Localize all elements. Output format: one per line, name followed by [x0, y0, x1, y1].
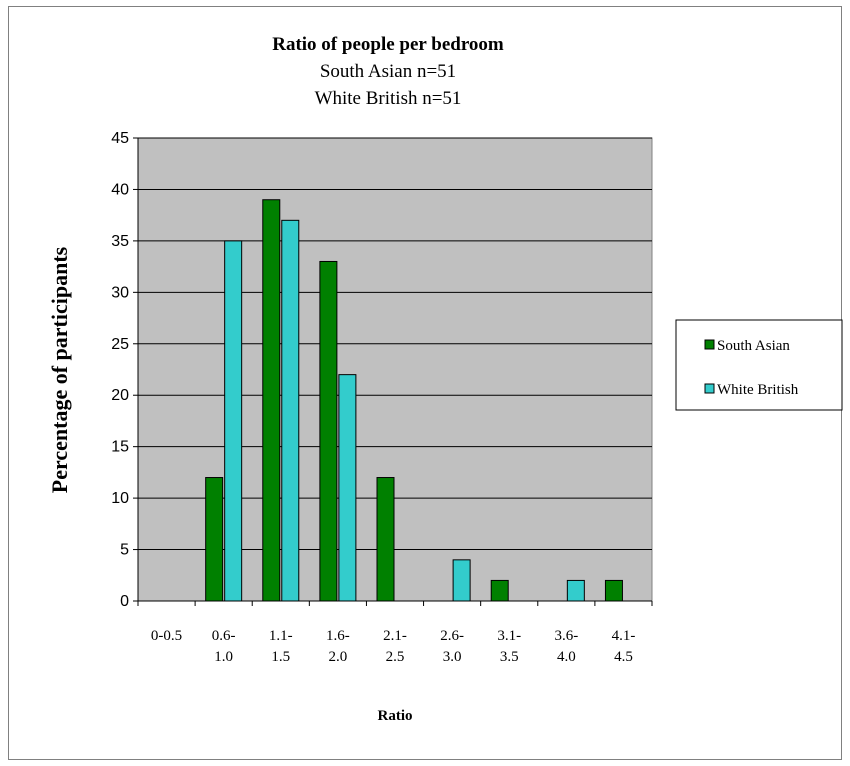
y-tick-label-8: 40 — [111, 181, 129, 198]
legend-label-south-asian: South Asian — [717, 338, 790, 354]
bar-south-asian-8 — [604, 579, 623, 602]
bar-south-asian-2 — [262, 199, 281, 602]
x-category-label-1-line-1: 1.0 — [214, 649, 233, 665]
bar-white-british-5 — [452, 559, 471, 602]
legend-swatch-south-asian — [704, 339, 715, 350]
y-tick-label-2: 10 — [111, 490, 129, 507]
bar-south-asian-1 — [205, 477, 224, 602]
y-tick-label-9: 45 — [111, 130, 129, 147]
x-category-label-2-line-0: 1.1- — [269, 628, 293, 644]
x-category-label-7-line-0: 3.6- — [554, 628, 578, 644]
x-category-label-3-line-1: 2.0 — [329, 649, 348, 665]
chart-title: Ratio of people per bedroom — [272, 34, 504, 55]
bar-south-asian-4 — [376, 477, 395, 602]
plot-area — [137, 137, 653, 602]
x-axis-label: Ratio — [378, 708, 413, 724]
y-tick-label-1: 5 — [120, 542, 129, 559]
x-category-label-3-line-0: 1.6- — [326, 628, 350, 644]
chart-subtitle-1: South Asian n=51 — [320, 61, 456, 82]
y-axis-label: Percentage of participants — [47, 246, 72, 493]
x-category-label-8-line-1: 4.5 — [614, 649, 633, 665]
y-tick-label-7: 35 — [111, 233, 129, 250]
legend: South Asian White British — [675, 319, 843, 411]
y-tick-label-4: 20 — [111, 387, 129, 404]
x-category-label-5-line-1: 3.0 — [443, 649, 462, 665]
y-tick-labels: 0 5 10 15 20 25 30 35 40 45 — [111, 130, 129, 610]
y-tick-label-0: 0 — [120, 593, 129, 610]
y-tick-label-6: 30 — [111, 284, 129, 301]
x-category-label-1-line-0: 0.6- — [212, 628, 236, 644]
x-category-labels: 0-0.5 0.6- 1.0 1.1- 1.5 1.6- 2.0 2.1- 2.5 2.6- 3.0… — [151, 628, 635, 665]
x-category-label-2-line-1: 1.5 — [271, 649, 290, 665]
x-category-label-6-line-0: 3.1- — [497, 628, 521, 644]
chart-subtitle-2: White British n=51 — [315, 88, 462, 109]
x-category-label-4-line-0: 2.1- — [383, 628, 407, 644]
x-category-label-7-line-1: 4.0 — [557, 649, 576, 665]
legend-box — [675, 319, 843, 411]
x-category-label-5-line-0: 2.6- — [440, 628, 464, 644]
bar-white-british-7 — [566, 579, 585, 602]
x-category-label-0: 0-0.5 — [151, 628, 182, 644]
bar-white-british-3 — [338, 374, 357, 602]
legend-swatch-white-british — [704, 383, 715, 394]
x-category-label-4-line-1: 2.5 — [386, 649, 405, 665]
bar-south-asian-3 — [319, 260, 338, 602]
legend-label-white-british: White British — [717, 382, 799, 398]
y-tick-label-5: 25 — [111, 336, 129, 353]
x-category-label-6-line-1: 3.5 — [500, 649, 519, 665]
axes — [133, 137, 653, 606]
bars — [205, 199, 623, 602]
x-category-label-8-line-0: 4.1- — [612, 628, 636, 644]
y-tick-label-3: 15 — [111, 439, 129, 456]
bar-white-british-2 — [281, 219, 300, 602]
bar-white-british-1 — [224, 240, 243, 602]
bar-south-asian-6 — [490, 579, 509, 602]
grid-lines — [138, 137, 652, 551]
